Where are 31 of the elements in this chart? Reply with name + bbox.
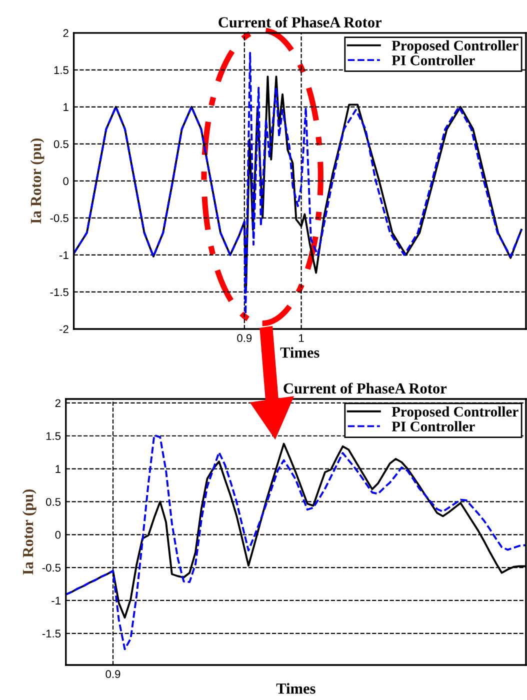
y-tick-label: 0.5 — [46, 498, 61, 506]
y-tick-label: -1 — [52, 596, 60, 604]
y-axis-title: Ia Rotor (pu) — [30, 138, 44, 224]
y-axis-title: Ia Rotor (pu) — [22, 490, 36, 575]
y-tick-label: 1 — [56, 465, 60, 473]
x-tick-label: 0.9 — [237, 334, 252, 342]
y-tick-label: -0.5 — [50, 214, 68, 222]
legend-label: PI Controller — [392, 421, 475, 432]
y-tick-label: 2 — [63, 29, 68, 37]
y-tick-label: -1.5 — [42, 630, 61, 638]
y-tick-label: 1 — [64, 103, 68, 111]
y-tick-label: 1.5 — [54, 66, 68, 74]
y-tick-label: 0 — [63, 177, 68, 186]
x-axis-title: Times — [276, 682, 316, 694]
x-axis-title: Times — [280, 346, 320, 358]
y-tick-label: -1 — [60, 251, 68, 259]
line-series — [66, 434, 526, 650]
y-tick-label: -1.5 — [50, 288, 68, 296]
y-tick-label: -0.5 — [42, 564, 61, 572]
legend-label: Proposed Controller — [392, 406, 518, 420]
y-tick-label: 0.5 — [54, 140, 68, 148]
y-tick-label: 2 — [55, 399, 60, 407]
chart-title: Current of PhaseA Rotor — [284, 382, 447, 394]
y-tick-label: 1.5 — [46, 432, 61, 440]
y-tick-label: 0 — [55, 530, 61, 539]
line-series — [74, 52, 522, 316]
x-tick-label: 0.9 — [106, 670, 120, 678]
chart-title: Current of PhaseA Rotor — [218, 16, 382, 28]
y-tick-label: -2 — [60, 325, 68, 334]
legend-label: PI Controller — [392, 55, 475, 66]
legend-label: Proposed Controller — [392, 40, 518, 54]
